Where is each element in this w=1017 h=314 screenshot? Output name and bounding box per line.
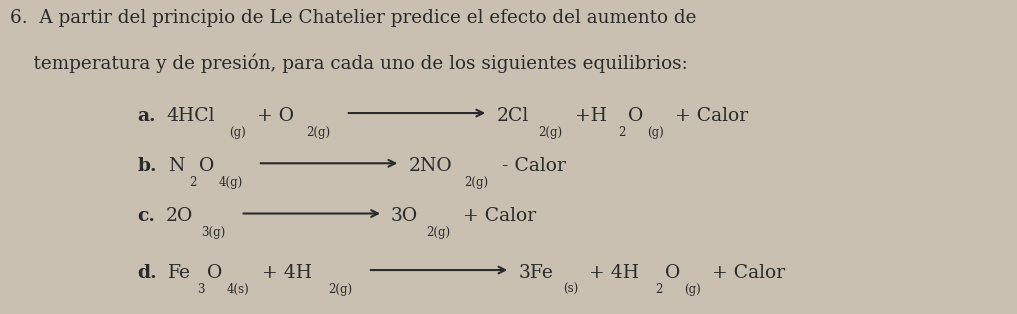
Text: O: O (665, 264, 680, 282)
Text: 2(g): 2(g) (465, 176, 489, 189)
Text: 6.  A partir del principio de Le Chatelier predice el efecto del aumento de: 6. A partir del principio de Le Chatelie… (10, 9, 697, 27)
Text: 2(g): 2(g) (426, 226, 451, 240)
Text: O: O (207, 264, 223, 282)
Text: 2: 2 (655, 283, 663, 296)
Text: 2NO: 2NO (409, 157, 452, 175)
Text: 2: 2 (618, 126, 625, 139)
Text: 4(g): 4(g) (219, 176, 243, 189)
Text: +H: +H (570, 107, 607, 125)
Text: (s): (s) (563, 283, 579, 296)
Text: d.: d. (137, 264, 157, 282)
Text: - Calor: - Calor (495, 157, 565, 175)
Text: Fe: Fe (168, 264, 191, 282)
Text: + Calor: + Calor (669, 107, 747, 125)
Text: + O: + O (251, 107, 294, 125)
Text: 3(g): 3(g) (201, 226, 226, 240)
Text: (g): (g) (647, 126, 664, 139)
Text: (g): (g) (230, 126, 246, 139)
Text: O: O (198, 157, 214, 175)
Text: temperatura y de presión, para cada uno de los siguientes equilibrios:: temperatura y de presión, para cada uno … (10, 53, 687, 73)
Text: 4(s): 4(s) (227, 283, 250, 296)
Text: N: N (168, 157, 184, 175)
Text: 3O: 3O (392, 207, 418, 225)
Text: 4HCl: 4HCl (167, 107, 216, 125)
Text: 2O: 2O (166, 207, 193, 225)
Text: + Calor: + Calor (458, 207, 536, 225)
Text: O: O (627, 107, 643, 125)
Text: 2Cl: 2Cl (496, 107, 529, 125)
Text: + Calor: + Calor (706, 264, 785, 282)
Text: b.: b. (137, 157, 157, 175)
Text: 2: 2 (189, 176, 196, 189)
Text: a.: a. (137, 107, 156, 125)
Text: c.: c. (137, 207, 156, 225)
Text: + 4H: + 4H (583, 264, 639, 282)
Text: 2(g): 2(g) (538, 126, 562, 139)
Text: (g): (g) (684, 283, 702, 296)
Text: 3: 3 (197, 283, 205, 296)
Text: 3Fe: 3Fe (519, 264, 553, 282)
Text: 2(g): 2(g) (306, 126, 331, 139)
Text: + 4H: + 4H (256, 264, 312, 282)
Text: 2(g): 2(g) (328, 283, 353, 296)
